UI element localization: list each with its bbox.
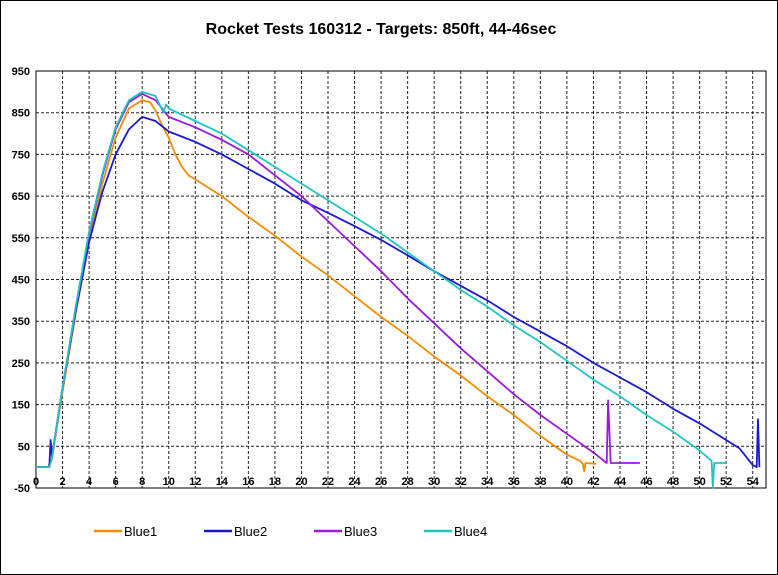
y-tick-label: 450: [12, 275, 30, 287]
x-tick-label: 30: [428, 476, 440, 488]
x-tick-label: 16: [242, 476, 254, 488]
x-tick-label: 36: [508, 476, 520, 488]
x-tick-label: 44: [614, 476, 627, 488]
y-tick-label: 550: [12, 233, 30, 245]
x-tick-label: 38: [534, 476, 546, 488]
x-tick-label: 32: [455, 476, 467, 488]
legend-label-blue2: Blue2: [234, 524, 267, 539]
y-tick-label: 950: [12, 66, 30, 78]
legend-label-blue4: Blue4: [454, 524, 487, 539]
x-tick-label: 50: [694, 476, 706, 488]
x-tick-label: 40: [561, 476, 573, 488]
legend-label-blue3: Blue3: [344, 524, 377, 539]
x-tick-label: 28: [402, 476, 414, 488]
x-tick-label: 14: [216, 476, 229, 488]
y-tick-label: 650: [12, 191, 30, 203]
x-tick-label: 26: [375, 476, 387, 488]
x-tick-label: 20: [295, 476, 307, 488]
y-tick-label: -50: [14, 483, 30, 495]
series-line-blue2: [36, 116, 761, 468]
x-tick-label: 4: [86, 476, 93, 488]
x-tick-label: 24: [348, 476, 361, 488]
y-tick-label: 750: [12, 149, 30, 161]
plot-border: [35, 70, 767, 489]
x-tick-label: 12: [189, 476, 201, 488]
series-line-blue1: [36, 99, 597, 473]
x-tick-label: 8: [139, 476, 145, 488]
x-tick-label: 10: [163, 476, 175, 488]
y-tick-label: 350: [12, 316, 30, 328]
x-tick-label: 2: [59, 476, 65, 488]
series-line-blue4: [36, 91, 727, 489]
y-tick-label: 250: [12, 358, 30, 370]
chart-title: Rocket Tests 160312 - Targets: 850ft, 44…: [206, 21, 557, 38]
x-tick-label: 34: [481, 476, 494, 488]
x-tick-label: 42: [587, 476, 599, 488]
x-tick-label: 54: [747, 476, 760, 488]
x-tick-label: 52: [720, 476, 732, 488]
legend-label-blue1: Blue1: [124, 524, 157, 539]
x-tick-label: 18: [269, 476, 281, 488]
x-tick-label: 48: [667, 476, 679, 488]
y-tick-label: 50: [18, 441, 30, 453]
y-tick-label: 850: [12, 108, 30, 120]
x-tick-label: 6: [113, 476, 119, 488]
x-tick-label: 46: [640, 476, 652, 488]
x-tick-label: 22: [322, 476, 334, 488]
y-tick-label: 150: [12, 400, 30, 412]
